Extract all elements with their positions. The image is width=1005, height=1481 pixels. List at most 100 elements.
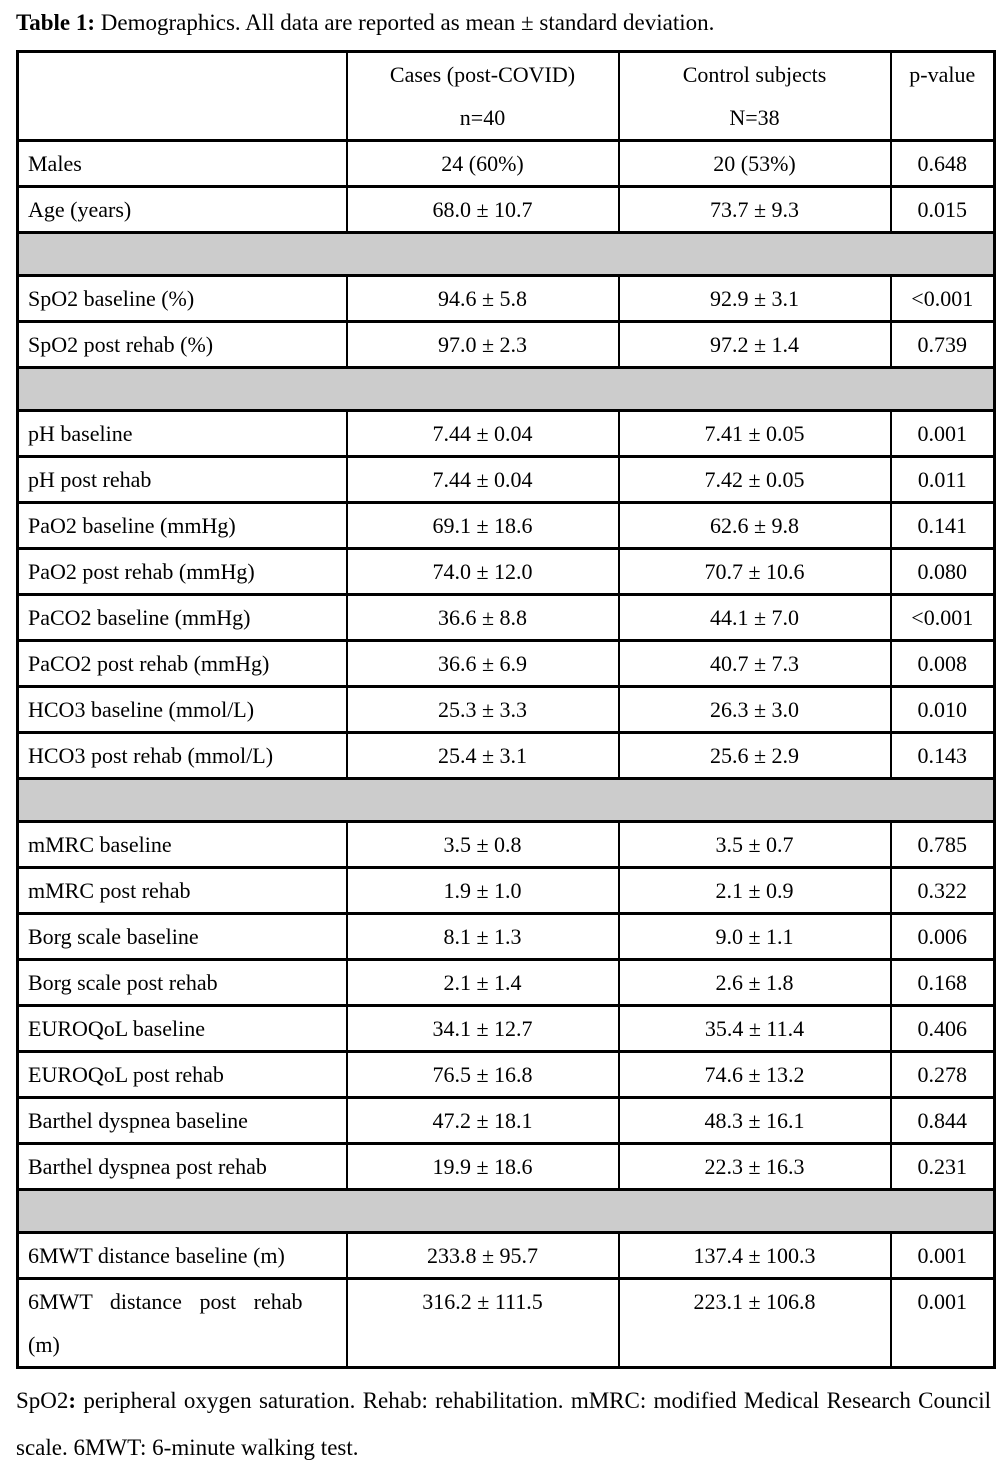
table-row: PaCO2 baseline (mmHg) 36.6 ± 8.8 44.1 ± 7.… bbox=[16, 593, 996, 642]
footnote-text: peripheral oxygen saturation. Rehab: reh… bbox=[16, 1388, 991, 1460]
table-body: Males 24 (60%) 20 (53%) 0.648 Age (years) 68.… bbox=[16, 139, 996, 1369]
table-row: HCO3 baseline (mmol/L) 25.3 ± 3.3 26.3 ± 3… bbox=[16, 685, 996, 734]
value-cell: 7.44 ± 0.04 bbox=[345, 409, 620, 458]
pvalue-cell: 0.739 bbox=[889, 320, 996, 369]
pvalue-cell: 0.278 bbox=[889, 1050, 996, 1099]
value-cell: 69.1 ± 18.6 bbox=[345, 501, 620, 550]
header-cases-cell: Cases (post-COVID) n=40 bbox=[345, 50, 620, 142]
demographics-table: Cases (post-COVID) n=40 Control subjects N… bbox=[16, 50, 996, 1369]
table-row: pH post rehab 7.44 ± 0.04 7.42 ± 0.05 0.011 bbox=[16, 455, 996, 504]
row-label-cell: Barthel dyspnea baseline bbox=[16, 1096, 348, 1145]
footnote-colon: : bbox=[68, 1388, 77, 1413]
value-cell: 2.1 ± 0.9 bbox=[617, 866, 892, 915]
table-caption: Table 1: Demographics. All data are repo… bbox=[16, 8, 993, 38]
row-label-cell: SpO2 baseline (%) bbox=[16, 274, 348, 323]
value-cell: 97.0 ± 2.3 bbox=[345, 320, 620, 369]
pvalue-cell: 0.008 bbox=[889, 639, 996, 688]
row-label-line2: (m) bbox=[28, 1332, 60, 1357]
table-footnote: SpO2: peripheral oxygen saturation. Reha… bbox=[16, 1377, 991, 1471]
value-cell: 233.8 ± 95.7 bbox=[345, 1231, 620, 1280]
header-row: Cases (post-COVID) n=40 Control subjects N… bbox=[16, 50, 996, 142]
value-cell: 3.5 ± 0.7 bbox=[617, 820, 892, 869]
table-row: PaO2 baseline (mmHg) 69.1 ± 18.6 62.6 ± 9.… bbox=[16, 501, 996, 550]
row-label-cell: Males bbox=[16, 139, 348, 188]
pvalue-cell: 0.010 bbox=[889, 685, 996, 734]
pvalue-cell: 0.015 bbox=[889, 185, 996, 234]
row-label-cell: PaCO2 post rehab (mmHg) bbox=[16, 639, 348, 688]
value-cell: 2.6 ± 1.8 bbox=[617, 958, 892, 1007]
value-cell: 35.4 ± 11.4 bbox=[617, 1004, 892, 1053]
table-row: pH baseline 7.44 ± 0.04 7.41 ± 0.05 0.001 bbox=[16, 409, 996, 458]
pvalue-cell: 0.001 bbox=[889, 409, 996, 458]
separator-cell bbox=[16, 1188, 996, 1234]
pvalue-cell: 0.001 bbox=[889, 1231, 996, 1280]
row-label-cell: mMRC baseline bbox=[16, 820, 348, 869]
separator-row bbox=[16, 1188, 996, 1234]
row-label-cell: mMRC post rehab bbox=[16, 866, 348, 915]
pvalue-cell: <0.001 bbox=[889, 593, 996, 642]
row-label-cell: PaO2 baseline (mmHg) bbox=[16, 501, 348, 550]
header-control-label: Control subjects bbox=[682, 62, 827, 87]
value-cell: 40.7 ± 7.3 bbox=[617, 639, 892, 688]
pvalue-cell: 0.844 bbox=[889, 1096, 996, 1145]
separator-cell bbox=[16, 366, 996, 412]
value-cell: 25.6 ± 2.9 bbox=[617, 731, 892, 780]
table-row: PaCO2 post rehab (mmHg) 36.6 ± 6.9 40.7 ± … bbox=[16, 639, 996, 688]
row-label-cell: HCO3 baseline (mmol/L) bbox=[16, 685, 348, 734]
value-cell: 7.41 ± 0.05 bbox=[617, 409, 892, 458]
table-row: 6MWT distance baseline (m) 233.8 ± 95.7 13… bbox=[16, 1231, 996, 1280]
table-caption-text: Demographics. All data are reported as m… bbox=[95, 10, 715, 35]
value-cell: 26.3 ± 3.0 bbox=[617, 685, 892, 734]
value-cell: 70.7 ± 10.6 bbox=[617, 547, 892, 596]
table-row: PaO2 post rehab (mmHg) 74.0 ± 12.0 70.7 ± … bbox=[16, 547, 996, 596]
pvalue-cell: 0.006 bbox=[889, 912, 996, 961]
row-label-cell: Borg scale post rehab bbox=[16, 958, 348, 1007]
value-cell: 19.9 ± 18.6 bbox=[345, 1142, 620, 1191]
table-row: Barthel dyspnea baseline 47.2 ± 18.1 48.3 … bbox=[16, 1096, 996, 1145]
pvalue-cell: 0.406 bbox=[889, 1004, 996, 1053]
separator-row bbox=[16, 777, 996, 823]
value-cell: 24 (60%) bbox=[345, 139, 620, 188]
value-cell: 137.4 ± 100.3 bbox=[617, 1231, 892, 1280]
value-cell: 97.2 ± 1.4 bbox=[617, 320, 892, 369]
value-cell: 76.5 ± 16.8 bbox=[345, 1050, 620, 1099]
table-row: HCO3 post rehab (mmol/L) 25.4 ± 3.1 25.6 ±… bbox=[16, 731, 996, 780]
pvalue-cell: 0.141 bbox=[889, 501, 996, 550]
header-control-cell: Control subjects N=38 bbox=[617, 50, 892, 142]
pvalue-cell: 0.231 bbox=[889, 1142, 996, 1191]
row-label-cell: EUROQoL baseline bbox=[16, 1004, 348, 1053]
row-label-cell: Age (years) bbox=[16, 185, 348, 234]
header-cases-label: Cases (post-COVID) bbox=[389, 62, 576, 87]
value-cell: 62.6 ± 9.8 bbox=[617, 501, 892, 550]
value-cell: 1.9 ± 1.0 bbox=[345, 866, 620, 915]
value-cell: 36.6 ± 8.8 bbox=[345, 593, 620, 642]
separator-row bbox=[16, 366, 996, 412]
header-pvalue-cell: p-value bbox=[889, 50, 996, 142]
value-cell: 316.2 ± 111.5 bbox=[345, 1277, 620, 1369]
pvalue-cell: 0.080 bbox=[889, 547, 996, 596]
table-row: mMRC baseline 3.5 ± 0.8 3.5 ± 0.7 0.785 bbox=[16, 820, 996, 869]
header-control-n: N=38 bbox=[729, 105, 780, 130]
value-cell: 47.2 ± 18.1 bbox=[345, 1096, 620, 1145]
row-label-cell: pH baseline bbox=[16, 409, 348, 458]
table-row: Males 24 (60%) 20 (53%) 0.648 bbox=[16, 139, 996, 188]
value-cell: 7.42 ± 0.05 bbox=[617, 455, 892, 504]
header-cases-n: n=40 bbox=[459, 105, 506, 130]
value-cell: 34.1 ± 12.7 bbox=[345, 1004, 620, 1053]
table-row: 6MWT distance post rehab (m) 316.2 ± 111.5… bbox=[16, 1277, 996, 1369]
pvalue-cell: <0.001 bbox=[889, 274, 996, 323]
separator-cell bbox=[16, 777, 996, 823]
row-label-line1: 6MWT distance post rehab bbox=[28, 1289, 303, 1314]
header-pvalue-label: p-value bbox=[909, 62, 976, 87]
table-row: SpO2 post rehab (%) 97.0 ± 2.3 97.2 ± 1.4 0… bbox=[16, 320, 996, 369]
separator-cell bbox=[16, 231, 996, 277]
value-cell: 3.5 ± 0.8 bbox=[345, 820, 620, 869]
value-cell: 92.9 ± 3.1 bbox=[617, 274, 892, 323]
value-cell: 74.0 ± 12.0 bbox=[345, 547, 620, 596]
pvalue-cell: 0.322 bbox=[889, 866, 996, 915]
row-label-cell: PaCO2 baseline (mmHg) bbox=[16, 593, 348, 642]
pvalue-cell: 0.168 bbox=[889, 958, 996, 1007]
value-cell: 48.3 ± 16.1 bbox=[617, 1096, 892, 1145]
table-row: EUROQoL post rehab 76.5 ± 16.8 74.6 ± 13.2… bbox=[16, 1050, 996, 1099]
